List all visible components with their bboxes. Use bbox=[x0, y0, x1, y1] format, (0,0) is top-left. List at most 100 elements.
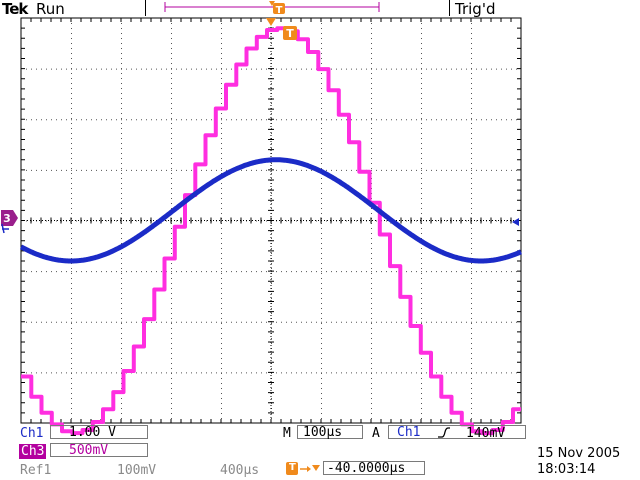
grid-dot bbox=[71, 328, 72, 329]
ch3-ground-marker-icon[interactable]: 3 bbox=[1, 210, 18, 226]
grid-dot bbox=[71, 233, 72, 234]
grid-dot bbox=[221, 78, 222, 79]
grid-dot bbox=[371, 78, 372, 79]
grid-dot bbox=[121, 233, 122, 234]
grid-dot bbox=[471, 333, 472, 334]
grid-dot bbox=[326, 119, 327, 121]
grid-dot bbox=[321, 118, 322, 119]
grid-dot bbox=[71, 143, 72, 144]
grid-dot bbox=[171, 383, 172, 384]
grid-dot bbox=[71, 313, 72, 314]
grid-dot bbox=[321, 158, 322, 159]
grid-dot bbox=[331, 68, 332, 70]
grid-dot bbox=[376, 220, 377, 222]
grid-dot bbox=[336, 169, 337, 171]
grid-dot bbox=[426, 119, 427, 121]
grid-dot bbox=[421, 418, 422, 419]
grid-dot bbox=[321, 372, 322, 374]
grid-dot bbox=[461, 321, 462, 323]
grid-dot bbox=[371, 388, 372, 389]
grid-dot bbox=[371, 383, 372, 384]
grid-dot bbox=[471, 128, 472, 129]
grid-dot bbox=[221, 288, 222, 289]
grid-dot bbox=[221, 263, 222, 264]
ch1-scale[interactable]: 1.00 V bbox=[50, 425, 148, 440]
grid-dot bbox=[121, 153, 122, 154]
grid-dot bbox=[466, 321, 467, 323]
grid-dot bbox=[371, 118, 372, 119]
grid-dot bbox=[331, 372, 332, 374]
horizontal-scale[interactable]: 100µs bbox=[297, 425, 363, 440]
grid-dot bbox=[76, 169, 77, 171]
grid-dot bbox=[71, 358, 72, 359]
grid-dot bbox=[451, 271, 452, 273]
grid-dot bbox=[506, 220, 507, 222]
grid-dot bbox=[221, 408, 222, 409]
grid-dot bbox=[36, 321, 37, 323]
grid-dot bbox=[476, 372, 477, 374]
grid-dot bbox=[71, 238, 72, 239]
svg-text:T: T bbox=[276, 5, 283, 16]
grid-dot bbox=[476, 169, 477, 171]
grid-dot bbox=[471, 358, 472, 359]
grid-dot bbox=[326, 271, 327, 273]
grid-dot bbox=[271, 298, 272, 299]
grid-dot bbox=[71, 58, 72, 59]
ch1-waveform bbox=[19, 157, 522, 264]
grid-dot bbox=[71, 173, 72, 174]
grid-dot bbox=[321, 273, 322, 274]
trigger-readout[interactable]: Ch1 bbox=[388, 425, 526, 440]
grid-dot bbox=[381, 68, 382, 70]
grid-dot bbox=[121, 348, 122, 349]
grid-dot bbox=[156, 119, 157, 121]
grid-dot bbox=[176, 220, 177, 222]
grid-dot bbox=[351, 68, 352, 70]
grid-dot bbox=[126, 68, 127, 70]
grid-dot bbox=[191, 372, 192, 374]
grid-dot bbox=[201, 271, 202, 273]
ch1-label[interactable]: Ch1 bbox=[20, 426, 44, 441]
grid-dot bbox=[171, 338, 172, 339]
grid-dot bbox=[321, 288, 322, 289]
grid-dot bbox=[121, 73, 122, 74]
grid-dot bbox=[421, 318, 422, 319]
grid-dot bbox=[406, 68, 407, 70]
grid-dot bbox=[116, 372, 117, 374]
delay-value[interactable]: -40.0000µs bbox=[323, 461, 425, 476]
ch3-label[interactable]: Ch3 bbox=[19, 444, 47, 459]
grid-dot bbox=[321, 138, 322, 139]
grid-dot bbox=[221, 233, 222, 234]
grid-dot bbox=[311, 169, 312, 171]
grid-dot bbox=[391, 119, 392, 121]
grid-dot bbox=[471, 323, 472, 324]
grid-dot bbox=[471, 148, 472, 149]
grid-dot bbox=[81, 119, 82, 121]
grid-dot bbox=[436, 271, 437, 273]
grid-dot bbox=[241, 321, 242, 323]
grid-dot bbox=[221, 58, 222, 59]
grid-dot bbox=[471, 263, 472, 264]
grid-dot bbox=[221, 273, 222, 274]
grid-dot bbox=[466, 68, 467, 70]
grid-dot bbox=[196, 220, 197, 222]
grid-dot bbox=[71, 373, 72, 374]
grid-dot bbox=[396, 271, 397, 273]
grid-dot bbox=[286, 169, 287, 171]
grid-dot bbox=[71, 123, 72, 124]
grid-dot bbox=[371, 313, 372, 314]
grid-dot bbox=[31, 119, 32, 121]
grid-dot bbox=[106, 220, 107, 222]
grid-dot bbox=[321, 23, 322, 24]
grid-dot bbox=[321, 183, 322, 184]
grid-dot bbox=[371, 318, 372, 319]
ch3-scale[interactable]: 500mV bbox=[50, 443, 148, 458]
grid-dot bbox=[266, 119, 267, 121]
grid-dot bbox=[166, 220, 167, 222]
grid-dot bbox=[371, 148, 372, 149]
grid-dot bbox=[271, 163, 272, 164]
grid-dot bbox=[71, 288, 72, 289]
grid-dot bbox=[146, 220, 147, 222]
ref1-label[interactable]: Ref1 bbox=[20, 463, 52, 478]
grid-dot bbox=[271, 193, 272, 194]
grid-dot bbox=[466, 372, 467, 374]
